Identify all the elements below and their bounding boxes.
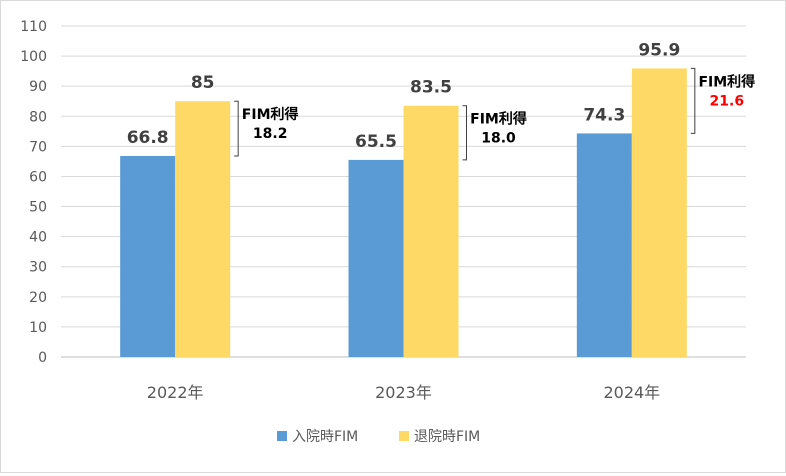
legend-label: 退院時FIM bbox=[414, 429, 480, 445]
gain-value: 18.2 bbox=[253, 126, 288, 142]
gain-annotations: FIM利得 18.2 FIM利得 18.0 FIM利得 21.6 bbox=[234, 67, 755, 161]
bar bbox=[348, 159, 404, 357]
y-tick-label: 0 bbox=[38, 350, 47, 366]
y-tick-label: 30 bbox=[29, 260, 47, 276]
value-label: 95.9 bbox=[638, 40, 680, 60]
y-tick-label: 60 bbox=[29, 169, 47, 185]
y-tick-label: 90 bbox=[29, 79, 47, 95]
y-tick-label: 100 bbox=[20, 49, 47, 65]
gain-value: 21.6 bbox=[710, 93, 745, 109]
gain-bracket bbox=[462, 105, 467, 161]
y-tick-label: 20 bbox=[29, 290, 47, 306]
y-tick-label: 50 bbox=[29, 200, 47, 216]
gain-bracket bbox=[690, 67, 696, 134]
value-label: 83.5 bbox=[410, 78, 452, 98]
x-category-label: 2023年 bbox=[375, 383, 432, 402]
value-labels: 66.8 85 65.5 83.5 74.3 95.9 bbox=[127, 40, 681, 151]
y-tick-label: 70 bbox=[29, 139, 47, 155]
gain-title: FIM利得 bbox=[698, 73, 755, 90]
value-label: 65.5 bbox=[355, 132, 397, 152]
y-tick-label: 10 bbox=[29, 320, 47, 336]
bar bbox=[175, 101, 231, 358]
legend: 入院時FIM 退院時FIM bbox=[277, 429, 480, 445]
legend-label: 入院時FIM bbox=[292, 429, 358, 445]
y-tick-label: 110 bbox=[20, 19, 47, 35]
gain-bracket bbox=[234, 100, 239, 157]
legend-swatch bbox=[399, 431, 409, 441]
value-label: 66.8 bbox=[127, 128, 169, 148]
bar bbox=[576, 133, 632, 357]
gain-title: FIM利得 bbox=[470, 111, 527, 128]
bars bbox=[120, 68, 687, 358]
value-label: 85 bbox=[191, 73, 215, 93]
gain-title: FIM利得 bbox=[242, 106, 299, 123]
y-tick-label: 40 bbox=[29, 230, 47, 246]
bar bbox=[120, 155, 176, 357]
x-category-label: 2024年 bbox=[603, 383, 660, 402]
legend-swatch bbox=[277, 431, 287, 441]
bar bbox=[403, 105, 459, 357]
y-tick-label: 80 bbox=[29, 109, 47, 125]
gain-value: 18.0 bbox=[481, 131, 516, 147]
value-label: 74.3 bbox=[583, 105, 625, 125]
bar bbox=[631, 68, 687, 357]
y-axis-ticks: 0 10 20 30 40 50 60 70 80 90 100 110 bbox=[20, 19, 47, 366]
x-axis-categories: 2022年 2023年 2024年 bbox=[147, 383, 660, 402]
x-category-label: 2022年 bbox=[147, 383, 204, 402]
